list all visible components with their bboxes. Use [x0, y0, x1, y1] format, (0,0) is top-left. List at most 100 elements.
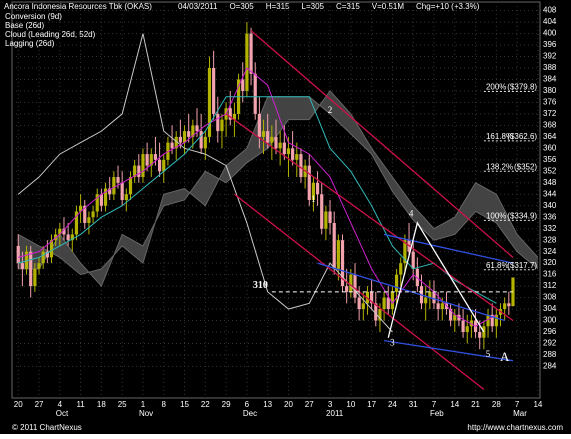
wave-label: 2	[328, 105, 333, 115]
candle-body	[157, 159, 162, 172]
candle-body	[378, 309, 382, 321]
y-tick-label: 312	[543, 281, 557, 290]
candle-body	[137, 165, 141, 178]
candle-body	[315, 182, 320, 195]
x-tick-label: 15	[180, 400, 189, 409]
y-tick-label: 408	[543, 6, 557, 15]
header-info: 04/03/2011	[178, 2, 218, 11]
candle-body	[507, 303, 511, 307]
y-tick-label: 376	[543, 98, 557, 107]
candle-body	[133, 165, 137, 178]
lagging-line	[17, 33, 393, 333]
candle-body	[291, 148, 295, 160]
candle-body	[162, 159, 166, 172]
candle-body	[220, 119, 224, 132]
candle-body	[83, 205, 87, 223]
candle-body	[37, 263, 41, 269]
candle-body	[182, 131, 187, 143]
y-tick-label: 328	[543, 235, 557, 244]
base-line	[18, 96, 497, 304]
candle-body	[486, 314, 490, 327]
x-tick-label: 3	[328, 400, 333, 409]
x-tick-label: 7	[515, 400, 520, 409]
y-tick-label: 332	[543, 224, 557, 233]
candle-body	[270, 136, 274, 143]
candle-body	[170, 142, 174, 149]
candle-body	[78, 205, 83, 212]
candle-body	[70, 234, 74, 241]
candle-body	[49, 240, 54, 258]
x-tick-label: 29	[222, 400, 231, 409]
y-tick-label: 400	[543, 29, 557, 38]
y-tick-label: 340	[543, 201, 557, 210]
candle-body	[257, 113, 261, 137]
y-tick-label: 396	[543, 40, 557, 49]
fib-value: ($352)	[514, 162, 537, 171]
candle-body	[478, 332, 482, 338]
candle-body	[382, 297, 386, 310]
y-tick-label: 336	[543, 212, 557, 221]
x-tick-label: 20	[14, 400, 23, 409]
month-label: Oct	[56, 409, 69, 418]
y-tick-label: 364	[543, 132, 557, 141]
header-info: O=305	[229, 2, 254, 11]
candle-body	[120, 182, 124, 200]
candle-body	[449, 309, 453, 321]
cloud-span-a	[18, 90, 539, 288]
candle-body	[278, 142, 282, 149]
wave-label: 4	[409, 208, 414, 218]
y-tick-label: 348	[543, 178, 557, 187]
candle-body	[199, 131, 203, 149]
y-tick-label: 288	[543, 350, 557, 359]
y-tick-label: 304	[543, 304, 557, 313]
y-tick-label: 404	[543, 17, 557, 26]
y-tick-label: 292	[543, 339, 557, 348]
candle-body	[29, 251, 33, 287]
candle-body	[295, 154, 299, 160]
candle-body	[357, 297, 361, 310]
plot-frame	[11, 1, 541, 399]
cloud-fill	[18, 90, 538, 287]
x-tick-label: 31	[409, 400, 418, 409]
candle-body	[145, 154, 149, 166]
legend-entry: Base (26d)	[5, 21, 44, 30]
candle-body	[286, 148, 291, 155]
x-tick-label: 21	[471, 400, 480, 409]
candle-body	[91, 211, 95, 218]
y-tick-label: 356	[543, 155, 557, 164]
x-tick-label: 20	[284, 400, 293, 409]
candle-body	[494, 314, 498, 327]
candle-body	[66, 234, 70, 241]
candle-body	[166, 142, 170, 160]
candle-body	[216, 113, 220, 132]
trendline	[387, 221, 485, 338]
candle-body	[124, 194, 128, 200]
candle-body	[424, 297, 428, 304]
candle-body	[370, 291, 374, 304]
y-tick-label: 352	[543, 166, 557, 175]
x-tick-label: 28	[492, 400, 501, 409]
candle-body	[340, 240, 345, 287]
candle-body	[465, 326, 469, 332]
month-label: Feb	[430, 409, 444, 418]
candle-body	[399, 263, 403, 275]
legend-entry: Cloud (Leading 26d, 52d)	[5, 30, 96, 39]
candle-body	[394, 274, 399, 292]
candle-body	[345, 286, 349, 292]
candle-body	[58, 228, 62, 235]
candle-body	[403, 240, 407, 264]
candle-body	[453, 314, 457, 321]
month-label: 2011	[326, 409, 344, 418]
fib-label: 200%	[486, 83, 506, 92]
header-info: V=0.51M	[372, 2, 405, 11]
footer-right: http://www.chartnexus.com	[467, 423, 563, 432]
y-tick-label: 308	[543, 293, 557, 302]
candle-body	[361, 303, 365, 310]
footer-left: © 2011 ChartNexus	[12, 423, 82, 432]
trendline	[383, 339, 514, 362]
candle-body	[141, 154, 145, 178]
candle-body	[311, 182, 316, 200]
candle-body	[336, 240, 340, 269]
candle-body	[245, 33, 249, 91]
candle-body	[212, 68, 216, 114]
